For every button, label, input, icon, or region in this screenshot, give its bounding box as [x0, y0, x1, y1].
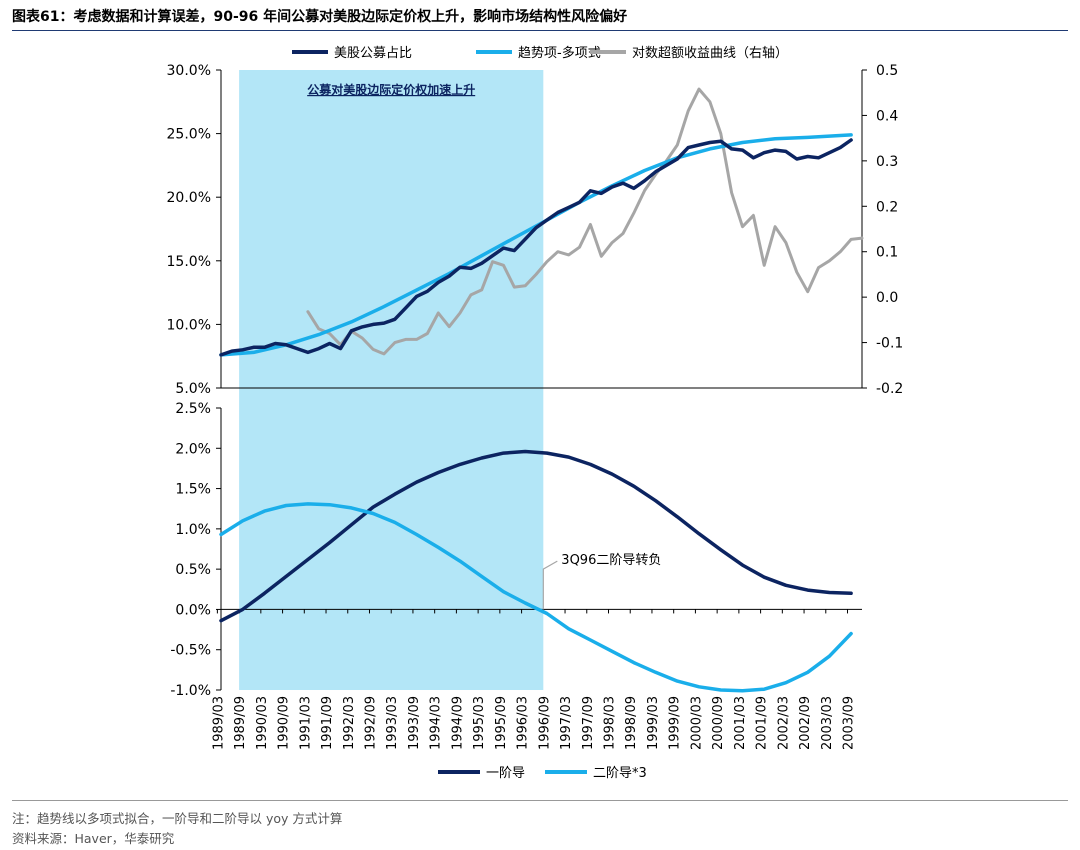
top-left-tick-label: 15.0% [167, 254, 211, 270]
second-derivative-annotation: 3Q96二阶导转负 [561, 553, 661, 568]
x-tick-label: 2000/03 [689, 696, 704, 750]
top-right-tick-label: 0.1 [876, 245, 898, 261]
x-tick-label: 1990/09 [277, 696, 292, 750]
x-tick-label: 2000/09 [711, 696, 726, 750]
top-right-tick-label: 0.3 [876, 154, 898, 170]
x-tick-label: 1993/03 [385, 696, 400, 750]
x-tick-label: 1989/09 [233, 696, 248, 750]
x-tick-label: 2003/09 [842, 696, 857, 750]
x-tick-label: 1999/09 [668, 696, 683, 750]
x-tick-label: 1989/03 [211, 696, 226, 750]
bottom-y-tick-label: -1.0% [170, 683, 211, 699]
x-tick-label: 1993/09 [407, 696, 422, 750]
x-tick-label: 1997/09 [581, 696, 596, 750]
annotation-leader-line [542, 560, 558, 610]
series-trend-polynomial-line [219, 133, 853, 357]
top-right-tick-label: 0.5 [876, 63, 898, 79]
x-tick-label: 1999/03 [646, 696, 661, 750]
top-left-tick-label: 5.0% [175, 381, 211, 397]
x-tick-label: 1998/09 [624, 696, 639, 750]
bottom-y-tick-label: -0.5% [170, 643, 211, 659]
x-tick-label: 2002/09 [798, 696, 813, 750]
top-right-tick-label: -0.2 [876, 381, 903, 397]
highlight-region [239, 70, 544, 690]
top-right-tick-label: 0.4 [876, 108, 898, 124]
x-tick-label: 1997/03 [559, 696, 574, 750]
x-tick-label: 1991/09 [320, 696, 335, 750]
bottom-legend-label: 二阶导*3 [593, 766, 647, 781]
x-tick-label: 1996/09 [537, 696, 552, 750]
highlight-annotation: 公募对美股边际定价权加速上升 [307, 82, 475, 97]
x-tick-label: 1995/09 [494, 696, 509, 750]
footnote: 注：趋势线以多项式拟合，一阶导和二阶导以 yoy 方式计算 [12, 811, 343, 826]
series-mutual-fund-share-line [219, 138, 853, 357]
page-title: 图表61：考虑数据和计算误差，90-96 年间公募对美股边际定价权上升，影响市场… [12, 9, 628, 25]
series-second-derivative-line [219, 502, 853, 693]
top-left-tick-label: 10.0% [167, 317, 211, 333]
series-log-excess-return-line [306, 87, 864, 356]
top-left-tick-label: 25.0% [167, 127, 211, 143]
source-note: 资料来源：Haver，华泰研究 [12, 831, 175, 846]
x-tick-label: 1994/03 [429, 696, 444, 750]
bottom-y-tick-label: 1.5% [175, 482, 211, 498]
top-legend-label: 趋势项-多项式 [518, 45, 601, 61]
top-legend-label: 对数超额收益曲线（右轴） [632, 46, 788, 61]
series-first-derivative-line [219, 449, 853, 623]
x-tick-label: 1996/03 [516, 696, 531, 750]
top-legend-label: 美股公募占比 [334, 46, 412, 61]
x-tick-label: 2001/09 [755, 696, 770, 750]
x-tick-label: 1990/03 [255, 696, 270, 750]
x-tick-label: 1998/03 [603, 696, 618, 750]
x-tick-label: 2001/03 [733, 696, 748, 750]
bottom-y-tick-label: 1.0% [175, 522, 211, 538]
bottom-y-tick-label: 0.0% [175, 602, 211, 618]
top-right-tick-label: 0.0 [876, 290, 898, 306]
top-left-tick-label: 20.0% [167, 190, 211, 206]
top-left-tick-label: 30.0% [167, 63, 211, 79]
x-tick-label: 1992/03 [342, 696, 357, 750]
bottom-y-tick-label: 0.5% [175, 562, 211, 578]
bottom-y-tick-label: 2.0% [175, 441, 211, 457]
top-right-tick-label: -0.1 [876, 336, 903, 352]
x-tick-label: 1991/03 [298, 696, 313, 750]
bottom-legend-label: 一阶导 [486, 766, 525, 781]
chart-canvas: 5.0% 10.0% 15.0% 20.0% 25.0% 30.0% -0.2 -0.1 0.0… [167, 45, 904, 781]
top-right-tick-label: 0.2 [876, 199, 898, 215]
x-tick-label: 1992/09 [364, 696, 379, 750]
x-tick-label: 1994/09 [450, 696, 465, 750]
x-tick-label: 1995/03 [472, 696, 487, 750]
bottom-y-tick-label: 2.5% [175, 401, 211, 417]
footer-divider [12, 800, 1068, 801]
x-tick-label: 2002/03 [776, 696, 791, 750]
title-divider [12, 30, 1068, 31]
x-tick-label: 2003/03 [820, 696, 835, 750]
